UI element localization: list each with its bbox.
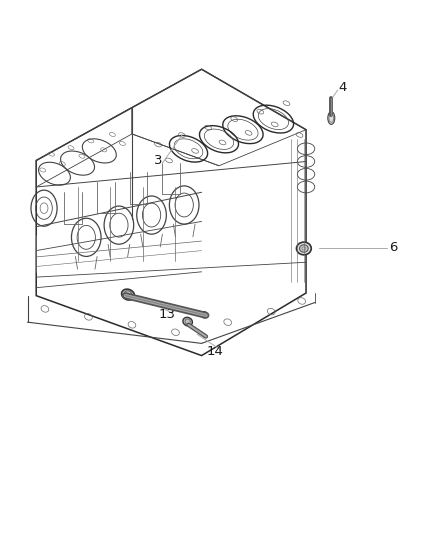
Text: 14: 14 [206, 345, 223, 358]
Ellipse shape [122, 289, 134, 300]
Ellipse shape [328, 112, 335, 124]
Ellipse shape [183, 317, 192, 326]
Ellipse shape [297, 242, 311, 255]
Ellipse shape [300, 245, 308, 252]
Text: 13: 13 [158, 308, 175, 321]
Text: 3: 3 [154, 154, 162, 167]
Ellipse shape [201, 311, 208, 318]
Text: 4: 4 [339, 81, 347, 94]
Text: 6: 6 [389, 241, 397, 254]
